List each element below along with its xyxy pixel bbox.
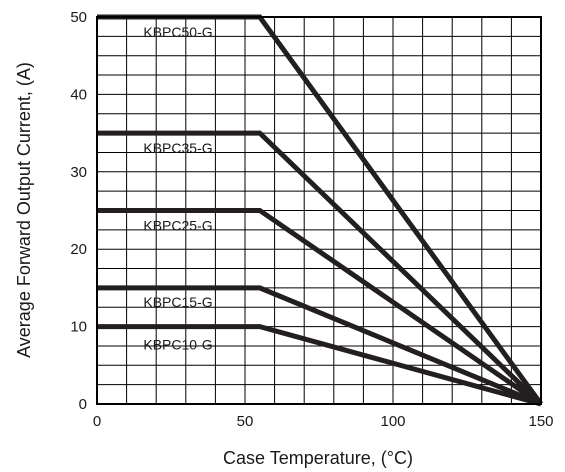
y-axis-label: Average Forward Output Current, (A): [14, 62, 34, 358]
x-tick-label: 0: [93, 413, 101, 430]
series-label: KBPC35-G: [143, 140, 212, 156]
series-line-kbpc35-g: [97, 130, 543, 406]
x-tick-labels: 0 50 100 150: [93, 413, 554, 430]
y-tick-labels: 0 10 20 30 40 50: [70, 9, 87, 413]
series-label: KBPC25-G: [143, 218, 212, 234]
plot-border: [96, 16, 542, 405]
y-tick-label: 50: [70, 9, 87, 26]
series-label: KBPC10-G: [143, 337, 212, 353]
series-label: KBPC15-G: [143, 294, 212, 310]
y-tick-label: 40: [70, 86, 87, 103]
series-line-kbpc25-g: [97, 208, 543, 407]
x-tick-label: 50: [237, 413, 254, 430]
plot-frame: [96, 16, 542, 405]
series-line-kbpc10-g: [97, 324, 542, 407]
x-axis-label: Case Temperature, (°C): [223, 448, 413, 468]
y-tick-label: 0: [79, 396, 87, 413]
y-tick-label: 10: [70, 319, 87, 336]
y-tick-label: 20: [70, 241, 87, 258]
x-tick-label: 150: [528, 413, 553, 430]
y-tick-label: 30: [70, 164, 87, 181]
series-labels: KBPC50-G KBPC35-G KBPC25-G KBPC15-G KBPC10-G: [143, 24, 212, 353]
series-label: KBPC50-G: [143, 24, 212, 40]
series-line-kbpc15-g: [97, 285, 542, 407]
x-tick-label: 100: [380, 413, 405, 430]
